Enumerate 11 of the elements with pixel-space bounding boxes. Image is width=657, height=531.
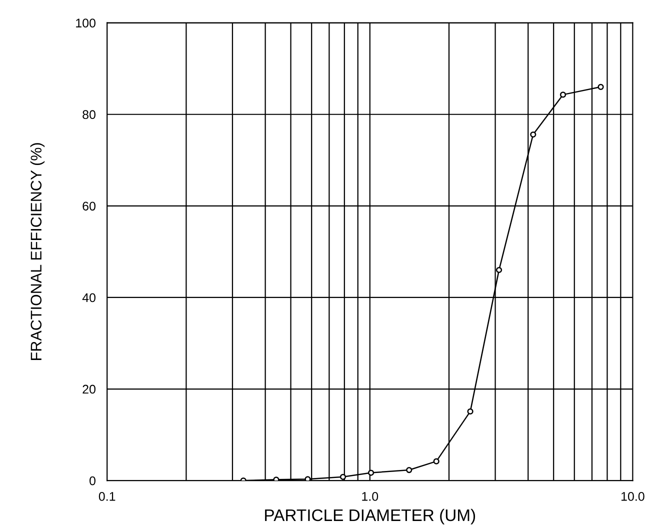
y-tick-label: 60 [82, 202, 96, 211]
x-axis-title: PARTICLE DIAMETER (UM) [265, 508, 476, 524]
y-tick-label: 40 [82, 293, 96, 302]
y-axis-title: FRACTIONAL EFFICIENCY (%) [30, 143, 45, 360]
y-tick-label: 80 [82, 110, 96, 120]
x-tick-label: 1.0 [362, 492, 378, 501]
y-tick-label: 20 [82, 384, 96, 394]
x-tick-label: 10.0 [621, 492, 644, 501]
x-tick-label: 0.1 [98, 492, 116, 501]
y-tick-label: 0 [90, 476, 96, 486]
y-tick-label: 100 [76, 18, 96, 28]
